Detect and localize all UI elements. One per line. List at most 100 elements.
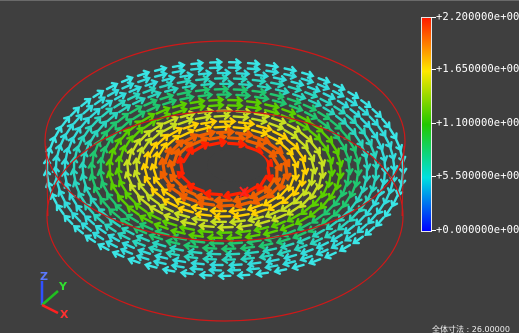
arrow-glyph bbox=[208, 95, 225, 105]
arrow-glyph bbox=[249, 187, 267, 200]
arrow-glyph bbox=[120, 226, 135, 236]
arrow-glyph bbox=[216, 90, 233, 99]
arrow-glyph bbox=[104, 135, 114, 150]
arrow-glyph bbox=[103, 223, 117, 233]
arrow-glyph bbox=[116, 231, 131, 241]
arrow-glyph bbox=[201, 244, 218, 253]
legend-tick-label: +0.000000e+000 bbox=[436, 224, 519, 236]
arrow-glyph bbox=[178, 185, 197, 197]
arrow-glyph bbox=[209, 206, 227, 216]
arrow-glyph bbox=[177, 116, 195, 126]
arrow-glyph bbox=[170, 262, 185, 271]
arrow-glyph bbox=[145, 194, 160, 205]
arrow-glyph bbox=[212, 196, 233, 206]
arrow-glyph bbox=[270, 213, 287, 223]
arrow-glyph bbox=[345, 97, 359, 107]
arrow-glyph bbox=[228, 206, 246, 216]
arrow-glyph bbox=[72, 113, 83, 125]
arrow-glyph bbox=[162, 97, 178, 106]
arrow-glyph bbox=[290, 79, 305, 88]
arrow-glyph bbox=[99, 145, 109, 162]
arrow-glyph bbox=[178, 192, 198, 203]
arrow-glyph bbox=[239, 243, 256, 253]
arrow-glyph bbox=[250, 129, 269, 138]
arrow-glyph bbox=[171, 61, 186, 70]
arrow-glyph bbox=[295, 121, 311, 131]
arrow-glyph bbox=[49, 192, 58, 205]
arrow-glyph bbox=[283, 128, 299, 140]
arrow-glyph bbox=[291, 181, 302, 197]
arrow-glyph bbox=[319, 183, 330, 199]
arrow-glyph bbox=[187, 231, 205, 240]
arrow-glyph bbox=[384, 135, 393, 149]
arrow-glyph bbox=[246, 65, 262, 74]
arrow-glyph bbox=[388, 146, 397, 161]
arrow-glyph bbox=[310, 213, 324, 224]
arrow-glyph bbox=[285, 138, 300, 150]
arrow-glyph bbox=[148, 204, 164, 215]
arrow-glyph bbox=[92, 213, 105, 224]
arrow-glyph bbox=[126, 205, 140, 216]
arrow-glyph bbox=[165, 249, 180, 258]
arrow-glyph bbox=[238, 80, 254, 89]
arrow-glyph bbox=[148, 141, 159, 157]
arrow-glyph bbox=[309, 140, 322, 155]
arrow-glyph bbox=[200, 117, 218, 127]
arrow-glyph bbox=[152, 150, 161, 169]
arrow-glyph bbox=[354, 215, 366, 226]
arrow-glyph bbox=[190, 215, 209, 224]
arrow-glyph bbox=[227, 63, 243, 72]
arrow-glyph bbox=[265, 67, 280, 76]
arrow-glyph bbox=[287, 85, 303, 94]
arrow-glyph bbox=[323, 251, 337, 260]
arrow-glyph bbox=[227, 139, 248, 149]
arrow-glyph bbox=[355, 123, 367, 136]
bounding-ellipse-bottom bbox=[46, 110, 404, 322]
arrow-glyph bbox=[280, 142, 294, 156]
arrow-glyph bbox=[299, 131, 314, 143]
arrow-glyph bbox=[235, 91, 252, 100]
arrow-glyph bbox=[245, 265, 260, 274]
arrow-glyph bbox=[253, 225, 270, 234]
arrow-glyph bbox=[131, 137, 142, 153]
arrow-glyph bbox=[143, 261, 158, 270]
arrow-glyph bbox=[307, 257, 322, 266]
arrow-glyph bbox=[236, 271, 251, 280]
arrow-glyph bbox=[80, 222, 92, 232]
arrow-glyph bbox=[146, 211, 162, 221]
arrow-glyph bbox=[196, 227, 214, 236]
arrow-glyph bbox=[67, 135, 76, 150]
arrow-glyph bbox=[221, 255, 237, 264]
arrow-glyph bbox=[137, 75, 151, 84]
arrow-glyph bbox=[281, 191, 295, 205]
arrow-glyph bbox=[265, 256, 280, 266]
arrow-glyph bbox=[279, 242, 295, 251]
arrow-glyph bbox=[375, 137, 385, 152]
arrow-glyph bbox=[171, 256, 187, 265]
arrow-glyph bbox=[270, 80, 285, 89]
arrow-glyph bbox=[232, 113, 250, 122]
arrow-glyph bbox=[213, 111, 231, 121]
arrow-glyph bbox=[183, 252, 199, 262]
arrow-glyph bbox=[264, 262, 279, 271]
legend-tick-mark bbox=[431, 17, 436, 18]
arrow-glyph bbox=[119, 217, 133, 228]
arrow-glyph bbox=[181, 133, 199, 144]
arrow-glyph bbox=[271, 98, 288, 107]
arrow-glyph bbox=[380, 171, 389, 187]
arrow-glyph bbox=[136, 247, 152, 256]
arrow-glyph bbox=[135, 253, 150, 262]
arrow-glyph bbox=[153, 221, 169, 230]
arrow-glyph bbox=[246, 59, 261, 68]
arrow-glyph bbox=[371, 193, 381, 208]
arrow-glyph bbox=[343, 148, 353, 164]
arrow-glyph bbox=[161, 74, 176, 83]
arrow-glyph bbox=[94, 224, 107, 235]
arrow-glyph bbox=[262, 246, 278, 255]
arrow-glyph bbox=[105, 81, 119, 91]
arrow-glyph bbox=[179, 110, 197, 119]
arrow-glyph bbox=[299, 204, 314, 216]
arrow-glyph bbox=[128, 84, 143, 94]
